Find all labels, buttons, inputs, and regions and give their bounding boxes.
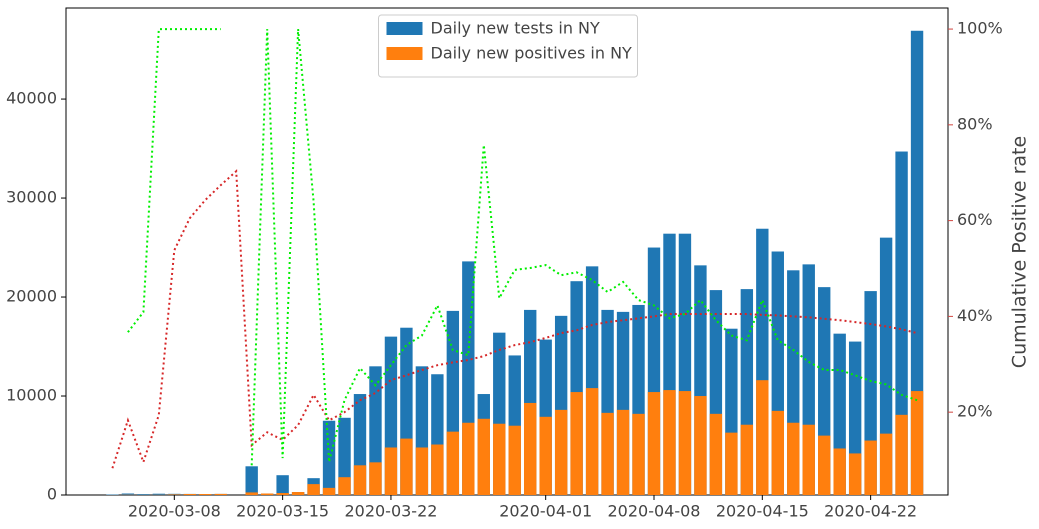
- bar: [245, 466, 257, 495]
- bar: [276, 493, 288, 495]
- bar: [292, 492, 304, 495]
- y-tick-label: 20000: [6, 287, 57, 306]
- y2-tick-label: 40%: [957, 306, 993, 325]
- bar: [741, 425, 753, 495]
- bar: [632, 414, 644, 495]
- bar: [385, 447, 397, 495]
- bar: [276, 475, 288, 495]
- legend-swatch: [387, 22, 423, 35]
- legend-label: Daily new positives in NY: [431, 44, 633, 63]
- y2-tick-label: 20%: [957, 402, 993, 421]
- bar: [338, 477, 350, 495]
- bar: [570, 392, 582, 495]
- bar: [833, 448, 845, 495]
- y-tick-label: 10000: [6, 386, 57, 405]
- bar: [447, 432, 459, 495]
- bar: [462, 423, 474, 495]
- bar: [369, 462, 381, 495]
- x-tick-label: 2020-03-08: [128, 502, 221, 521]
- legend: Daily new tests in NY Daily new positives…: [379, 15, 638, 77]
- x-tick-label: 2020-03-22: [344, 502, 437, 521]
- plot-frame: [66, 8, 948, 495]
- bar: [818, 436, 830, 495]
- bar: [493, 424, 505, 495]
- bar: [663, 390, 675, 495]
- bar: [772, 411, 784, 495]
- bar: [679, 391, 691, 495]
- bar: [911, 391, 923, 495]
- bar: [555, 410, 567, 495]
- bar: [261, 494, 273, 495]
- bar: [864, 441, 876, 495]
- bar: [849, 453, 861, 495]
- x-tick-label: 2020-03-15: [236, 502, 329, 521]
- bar: [416, 447, 428, 495]
- bar: [880, 434, 892, 495]
- bar: [215, 494, 227, 495]
- bar: [694, 396, 706, 495]
- bar: [539, 417, 551, 495]
- y2-tick-label: 80%: [957, 114, 993, 133]
- y-tick-label: 40000: [6, 89, 57, 108]
- bar: [199, 494, 211, 495]
- y2-tick-label: 100%: [957, 19, 1003, 38]
- bar: [756, 380, 768, 495]
- bar: [725, 433, 737, 495]
- bar: [323, 421, 335, 495]
- bar: [431, 445, 443, 495]
- bar: [648, 392, 660, 495]
- bar: [137, 494, 149, 495]
- x-tick-label: 2020-04-22: [824, 502, 917, 521]
- legend-swatch: [387, 47, 423, 60]
- bar: [524, 403, 536, 495]
- x-tick-label: 2020-04-15: [716, 502, 809, 521]
- bar: [710, 414, 722, 495]
- bar: [478, 419, 490, 495]
- bar: [586, 388, 598, 495]
- y2-tick-label: 60%: [957, 210, 993, 229]
- y-tick-label: 30000: [6, 188, 57, 207]
- bar: [245, 492, 257, 495]
- bar: [354, 465, 366, 495]
- bar: [601, 413, 613, 495]
- bar: [617, 410, 629, 495]
- legend-label: Daily new tests in NY: [431, 19, 601, 38]
- bar: [509, 426, 521, 495]
- bar: [307, 484, 319, 495]
- bar: [323, 488, 335, 495]
- bar: [168, 494, 180, 495]
- bar: [184, 494, 196, 495]
- bar: [400, 439, 412, 495]
- bar: [895, 415, 907, 495]
- x-tick-label: 2020-04-01: [499, 502, 592, 521]
- bar: [803, 425, 815, 495]
- bar: [787, 423, 799, 495]
- y-tick-label: 0: [47, 485, 57, 504]
- y2-axis-label: Cumulative Positive rate: [1009, 136, 1031, 368]
- x-tick-label: 2020-04-08: [608, 502, 701, 521]
